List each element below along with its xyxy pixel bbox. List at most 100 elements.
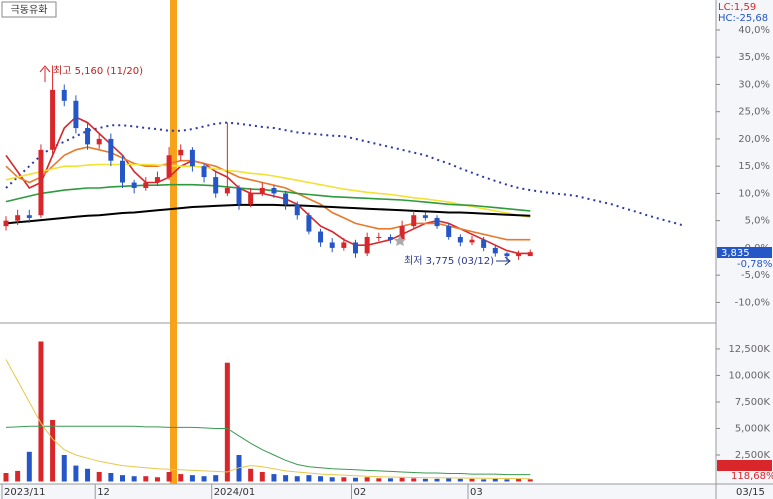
volume-bar	[259, 471, 265, 482]
low-arrow	[496, 256, 511, 266]
candle-body	[178, 149, 184, 156]
y-tick-label: -10,0%	[735, 297, 770, 308]
star-marker	[394, 235, 406, 246]
volume-bar	[248, 468, 254, 482]
candle-body	[108, 138, 114, 161]
volume-bar	[399, 477, 405, 482]
candle-body	[73, 100, 79, 129]
candle-body	[131, 182, 137, 188]
candle-body	[457, 237, 463, 243]
volume-bar	[457, 478, 463, 482]
candle-body	[96, 138, 102, 145]
candle-body	[422, 215, 428, 218]
candle-body	[283, 193, 289, 205]
candle-body	[516, 253, 522, 257]
volume-bar	[213, 475, 219, 482]
y-tick-label: 40,0%	[738, 25, 770, 36]
y-tick-label: -5,0%	[741, 270, 770, 281]
volume-bar	[131, 476, 137, 482]
volume-bar	[364, 477, 370, 482]
volume-average	[5, 425, 531, 476]
candle-body	[399, 226, 405, 240]
moving-average	[5, 146, 531, 241]
volume-bar	[143, 476, 149, 482]
volume-bar	[166, 471, 172, 482]
moving-average	[5, 183, 531, 212]
candle-body	[15, 215, 21, 221]
high-annotation: 최고 5,160 (11/20)	[53, 65, 143, 77]
plot: 40,0% 35,0% 30,0% 25,0% 20,0% 15,0% 10,0% 5,0% 0…	[1, 25, 771, 499]
y-tick-label: 35,0%	[738, 52, 770, 63]
volume-bar	[283, 475, 289, 482]
y-tick-label: 25,0%	[738, 107, 770, 118]
candle-body	[434, 217, 440, 227]
candle-body	[446, 226, 452, 238]
candle-body	[492, 247, 498, 254]
volume-bar	[376, 478, 382, 482]
candle-body	[120, 160, 125, 183]
y-tick-label: 15,0%	[738, 161, 770, 172]
volume-bar	[271, 474, 277, 482]
candle-body	[154, 177, 160, 183]
candle-body	[143, 182, 149, 188]
volume-bar	[15, 470, 21, 482]
x-tick-label: 02	[354, 487, 367, 498]
candle-body	[469, 239, 475, 243]
hc-label: HC:-25,68	[718, 13, 768, 24]
x-axis-panel	[0, 484, 773, 499]
candle-body	[353, 242, 358, 254]
candle-body	[294, 204, 300, 216]
candle-body	[306, 215, 312, 232]
candle-body	[38, 149, 44, 216]
volume-bar	[353, 477, 358, 482]
volume-bar	[73, 465, 79, 482]
candle-body	[61, 89, 67, 101]
candle-body	[85, 128, 91, 145]
candle-body	[527, 252, 533, 257]
y-tick-label: 10,000K	[728, 370, 770, 381]
volume-bar	[318, 476, 324, 482]
volume-bar	[516, 478, 522, 482]
volume-bar	[481, 479, 487, 482]
lc-label: LC:1,59	[718, 2, 756, 13]
highlight-band	[170, 0, 177, 484]
volume-bar	[178, 474, 184, 482]
candle-body	[224, 187, 230, 194]
volume-bar	[446, 478, 452, 482]
high-arrowhead	[39, 65, 51, 73]
volume-average	[5, 359, 531, 480]
candle-body	[376, 237, 382, 239]
candle-body	[201, 166, 207, 178]
low-annotation: 최저 3,775 (03/12)	[404, 255, 494, 267]
candle-body	[50, 89, 56, 150]
candle-body	[387, 237, 393, 240]
candle-body	[341, 242, 347, 248]
volume-bar	[504, 479, 510, 482]
volume-bar	[38, 341, 44, 482]
moving-average	[5, 203, 531, 225]
volume-bar	[120, 475, 125, 482]
volume-bar	[422, 478, 428, 482]
y-tick-label: 5,0%	[745, 216, 770, 227]
volume-bar	[492, 478, 498, 482]
volume-bar	[154, 477, 160, 482]
volume-bar	[224, 362, 230, 482]
candle-body	[26, 215, 32, 218]
candle-body	[364, 237, 370, 254]
volume-bar	[341, 477, 347, 482]
candle-body	[481, 239, 487, 248]
last-price-box	[717, 247, 772, 258]
volume-bar	[411, 478, 417, 482]
y-tick-label: 5,000K	[735, 423, 771, 434]
volume-bar	[50, 419, 56, 482]
volume-bar	[469, 478, 475, 482]
volume-bar	[96, 471, 102, 482]
x-tick-label: 03	[470, 487, 483, 498]
volume-bar	[61, 454, 67, 482]
candle-body	[189, 149, 195, 167]
last-volume-box	[717, 460, 772, 471]
y-tick-label: 10,0%	[738, 188, 770, 199]
title: 극동유화	[11, 4, 48, 16]
